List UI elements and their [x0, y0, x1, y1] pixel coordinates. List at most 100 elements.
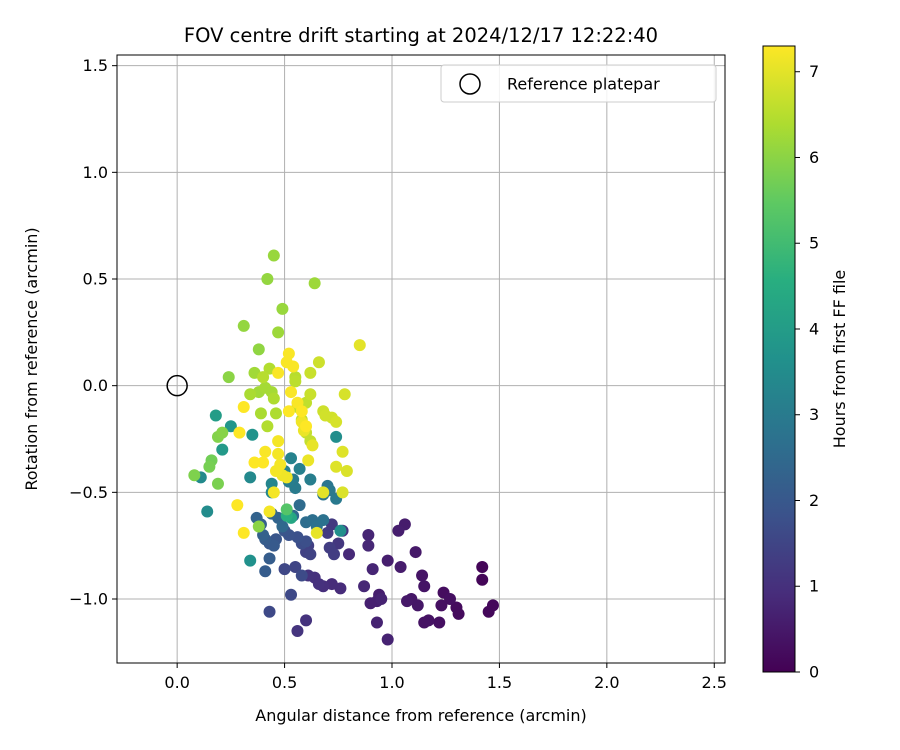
y-axis-ticks: 1.5 1.0 0.5 0.0 −0.5 −1.0	[69, 56, 117, 609]
colorbar-tick-label: 7	[809, 62, 819, 81]
data-point	[392, 524, 405, 537]
y-tick-label: 0.5	[83, 270, 108, 289]
data-point	[252, 520, 265, 533]
x-axis-label: Angular distance from reference (arcmin)	[255, 706, 586, 725]
data-point	[289, 561, 302, 573]
data-point	[336, 445, 349, 458]
data-point	[216, 443, 229, 456]
colorbar-tick-label: 0	[809, 663, 819, 682]
data-point	[246, 428, 259, 441]
data-point	[381, 633, 394, 646]
data-point	[278, 563, 291, 576]
data-point	[261, 273, 274, 285]
data-point	[267, 486, 280, 499]
data-point	[375, 593, 388, 605]
plot-frame	[116, 54, 726, 664]
data-point	[267, 392, 280, 405]
data-point	[237, 401, 250, 413]
data-point	[327, 548, 340, 561]
data-point	[312, 356, 325, 369]
data-point	[211, 477, 224, 490]
data-point	[244, 471, 257, 484]
data-point	[418, 580, 431, 593]
colorbar-ticks: 0 1 2 3 4 5 6 7	[795, 62, 819, 682]
data-point	[476, 573, 489, 586]
y-axis-label: Rotation from reference (arcmin)	[22, 227, 41, 490]
data-point	[285, 588, 298, 601]
data-point	[259, 565, 272, 578]
data-point	[272, 326, 285, 339]
data-point	[267, 249, 280, 262]
data-point	[452, 607, 465, 620]
data-point	[272, 435, 285, 448]
x-axis-ticks: 0.0 0.5 1.0 1.5 2.0 2.5	[164, 663, 727, 692]
data-point	[201, 505, 214, 518]
data-point	[409, 546, 422, 559]
data-point	[312, 578, 325, 591]
y-tick-label: 1.5	[83, 56, 108, 75]
data-point	[276, 302, 289, 315]
data-point	[237, 526, 250, 539]
chart-title: FOV centre drift starting at 2024/12/17 …	[184, 24, 658, 47]
data-point	[237, 319, 250, 332]
data-point	[282, 347, 295, 360]
data-point	[269, 465, 282, 477]
data-point	[476, 561, 489, 573]
y-tick-label: −0.5	[69, 483, 108, 502]
data-point	[257, 371, 270, 384]
colorbar-tick-label: 6	[809, 148, 819, 167]
data-point	[353, 339, 366, 352]
data-point	[343, 548, 356, 561]
data-point	[261, 420, 274, 433]
legend: Reference platepar	[440, 64, 717, 103]
data-point	[300, 420, 313, 433]
data-point	[330, 430, 343, 443]
data-point	[304, 388, 317, 401]
data-point	[381, 554, 394, 567]
data-point	[293, 462, 306, 475]
data-point	[306, 439, 319, 452]
grid-lines	[117, 55, 725, 663]
data-point	[300, 614, 313, 627]
data-point	[280, 503, 293, 516]
data-point	[304, 366, 317, 379]
data-point	[304, 548, 317, 561]
x-tick-label: 0.0	[164, 673, 189, 692]
data-point	[224, 420, 237, 433]
colorbar-tick-label: 5	[809, 234, 819, 253]
y-tick-label: −1.0	[69, 590, 108, 609]
data-point	[276, 520, 289, 533]
x-tick-label: 1.5	[487, 673, 512, 692]
data-point	[362, 529, 375, 541]
data-point	[244, 554, 257, 567]
data-point	[263, 605, 276, 618]
reference-platepar-marker	[166, 374, 188, 397]
data-point	[334, 524, 347, 537]
colorbar-tick-label: 3	[809, 405, 819, 424]
data-point	[267, 539, 280, 552]
data-point	[231, 499, 244, 512]
data-point	[203, 460, 216, 473]
data-point	[416, 569, 429, 582]
data-point	[295, 569, 308, 582]
data-point	[252, 343, 265, 356]
data-point	[444, 593, 457, 605]
colorbar: 0 1 2 3 4 5 6 7 Hours from first FF file	[762, 45, 849, 682]
data-point	[302, 454, 315, 467]
data-point	[233, 426, 246, 439]
colorbar-label: Hours from first FF file	[830, 270, 849, 449]
colorbar-tick-label: 1	[809, 577, 819, 596]
data-point	[435, 599, 448, 612]
data-point	[269, 407, 282, 420]
data-points	[188, 249, 499, 646]
colorbar-tick-label: 2	[809, 491, 819, 510]
data-point	[321, 526, 334, 539]
data-point	[254, 407, 267, 420]
data-point	[272, 366, 285, 379]
data-point	[310, 526, 323, 539]
data-point	[340, 465, 353, 477]
data-point	[433, 616, 446, 629]
y-tick-label: 1.0	[83, 163, 108, 182]
legend-label: Reference platepar	[507, 75, 660, 94]
data-point	[289, 375, 302, 388]
